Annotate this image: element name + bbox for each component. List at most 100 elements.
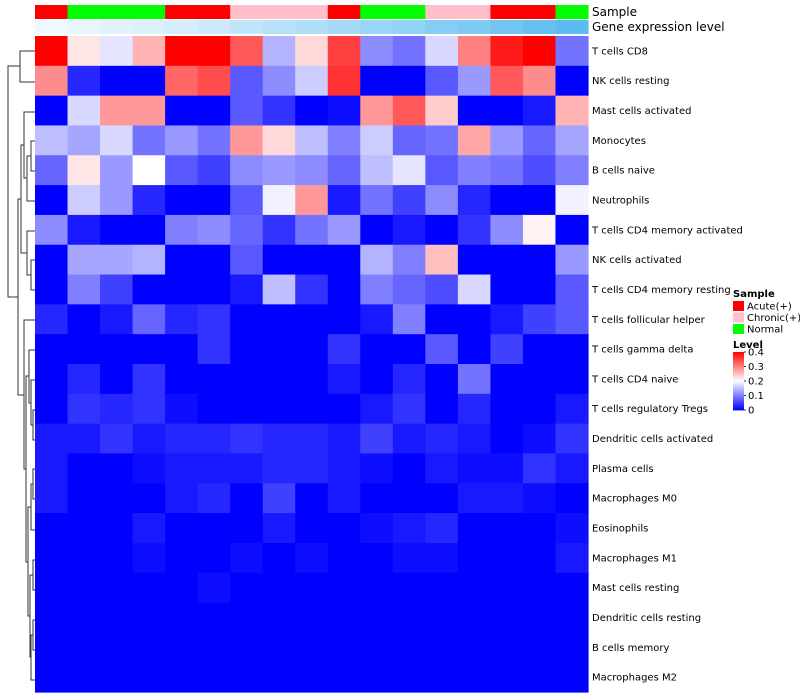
heatmap-cell — [425, 453, 459, 484]
heatmap-cell — [457, 244, 492, 276]
heatmap-cell — [327, 423, 361, 455]
heatmap-cell — [425, 304, 459, 335]
heatmap-cell — [197, 364, 231, 395]
heatmap-cell — [327, 36, 361, 67]
expression-annotation-cell — [457, 20, 492, 34]
row-label: T cells CD4 memory resting — [591, 285, 731, 296]
heatmap-cell — [132, 334, 166, 365]
heatmap-cell — [165, 662, 199, 693]
level-legend-gradient-step — [733, 353, 744, 356]
heatmap-cell — [35, 185, 69, 216]
heatmap-cell — [327, 334, 361, 365]
level-legend-gradient-step — [733, 357, 744, 360]
heatmap-cell — [165, 542, 199, 574]
heatmap-cell — [132, 453, 166, 484]
heatmap-cell — [295, 572, 329, 604]
heatmap-cell — [165, 95, 199, 127]
level-legend-gradient-step — [733, 366, 744, 369]
heatmap-cell — [392, 95, 426, 127]
heatmap-cell — [392, 632, 426, 663]
expression-annotation-cell — [197, 20, 231, 34]
heatmap-cell — [360, 274, 394, 305]
heatmap-cell — [35, 453, 69, 484]
heatmap-cell — [295, 244, 329, 276]
level-legend-gradient-step — [733, 359, 744, 362]
dendrogram-branch — [30, 140, 35, 172]
heatmap-cell — [295, 95, 329, 127]
heatmap-cell — [490, 602, 524, 633]
heatmap-cell — [425, 364, 459, 395]
heatmap-cell — [360, 304, 394, 335]
heatmap-cell — [67, 602, 101, 633]
heatmap-cell — [100, 602, 134, 633]
heatmap-cell — [35, 334, 69, 365]
heatmap-cell — [555, 542, 589, 574]
level-legend-gradient-step — [733, 370, 744, 373]
heatmap-cell — [360, 572, 394, 604]
sample-legend-swatch — [733, 324, 744, 334]
heatmap-cell — [262, 632, 296, 663]
heatmap-cell — [230, 572, 264, 604]
heatmap-cell — [197, 662, 231, 693]
level-legend-gradient-step — [733, 372, 744, 375]
heatmap-cell — [100, 572, 134, 604]
heatmap-cell — [555, 334, 589, 365]
heatmap-cell — [230, 423, 264, 455]
heatmap-cell — [425, 602, 459, 633]
heatmap-cell — [295, 364, 329, 395]
row-dendrogram — [7, 50, 35, 681]
level-legend-gradient-step — [733, 373, 744, 376]
sample-annotation-cell — [197, 5, 231, 19]
heatmap-cell — [522, 423, 557, 455]
expression-annotation-cell — [35, 20, 69, 34]
heatmap-cell — [425, 185, 459, 216]
sample-annotation-cell — [132, 5, 166, 19]
heatmap-cell — [230, 65, 264, 97]
heatmap-cell — [132, 572, 166, 604]
heatmap-cell — [35, 304, 69, 335]
heatmap-cell — [197, 334, 231, 365]
heatmap-cell — [457, 483, 492, 514]
heatmap-cell — [35, 542, 69, 574]
heatmap-cell — [425, 274, 459, 305]
heatmap-cell — [295, 483, 329, 514]
heatmap-cell — [425, 662, 459, 693]
row-label: Dendritic cells resting — [592, 613, 701, 624]
expression-annotation-cell — [295, 20, 329, 34]
heatmap-cell — [360, 602, 394, 633]
heatmap-cell — [262, 304, 296, 335]
level-legend-gradient-step — [733, 402, 744, 405]
heatmap-cell — [35, 423, 69, 455]
row-label: Eosinophils — [592, 524, 648, 535]
level-legend-gradient-step — [733, 398, 744, 401]
heatmap-cell — [457, 632, 492, 663]
heatmap-cell — [35, 274, 69, 305]
heatmap-cell — [490, 214, 524, 246]
heatmap-cell — [67, 65, 101, 97]
heatmap-cell — [197, 542, 231, 574]
level-legend-gradient-step — [733, 376, 744, 379]
heatmap-cell — [360, 155, 394, 186]
expression-annotation-label: Gene expression level — [592, 20, 725, 34]
heatmap-cell — [490, 572, 524, 604]
heatmap-cell — [392, 483, 426, 514]
heatmap-cell — [392, 244, 426, 276]
heatmap-cell — [555, 453, 589, 484]
heatmap-cell — [392, 364, 426, 395]
level-legend-tick-label: 0.2 — [748, 377, 764, 388]
heatmap-cell — [197, 125, 231, 156]
heatmap-cell — [522, 632, 557, 663]
heatmap-cell — [555, 65, 589, 97]
row-label: Dendritic cells activated — [592, 434, 713, 445]
heatmap-cell — [490, 542, 524, 574]
heatmap-cell — [457, 364, 492, 395]
level-legend-tick-label: 0 — [748, 406, 754, 417]
sample-annotation-cell — [522, 5, 557, 19]
level-legend-gradient-step — [733, 383, 744, 386]
dendrogram-branch — [23, 111, 35, 179]
heatmap-cell — [360, 453, 394, 484]
heatmap-cell — [522, 483, 557, 514]
heatmap-cell — [197, 214, 231, 246]
heatmap-cell — [327, 125, 361, 156]
heatmap-cell — [327, 364, 361, 395]
